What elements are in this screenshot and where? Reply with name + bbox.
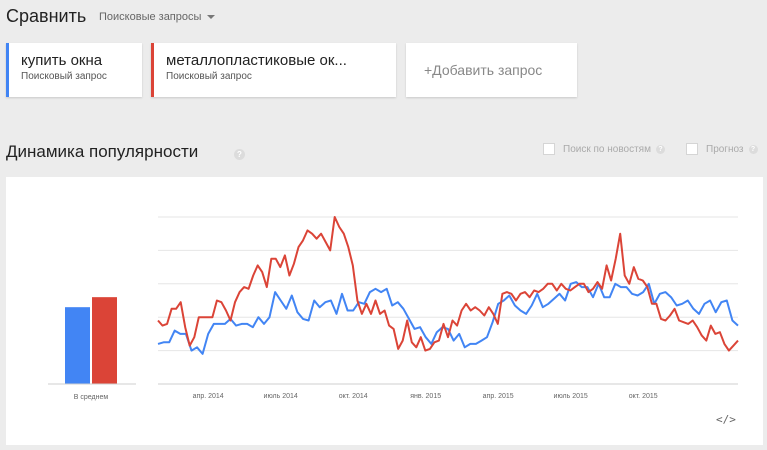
average-bar <box>65 307 90 384</box>
x-tick-label: янв. 2015 <box>410 393 441 400</box>
x-tick-label: окт. 2015 <box>629 393 658 400</box>
forecast-option[interactable]: Прогноз ? <box>686 143 758 155</box>
x-tick-label: апр. 2014 <box>193 393 224 400</box>
dropdown-label: Поисковые запросы <box>99 11 202 23</box>
section-title: Динамика популярности <box>6 142 199 161</box>
help-icon[interactable]: ? <box>234 149 245 160</box>
forecast-option-label: Прогноз <box>706 143 744 155</box>
compare-title: Сравнить <box>6 6 87 26</box>
news-search-option[interactable]: Поиск по новостям ? <box>543 143 665 155</box>
term-color-bar <box>151 43 154 97</box>
x-tick-label: июль 2015 <box>554 393 588 400</box>
search-type-dropdown[interactable]: Поисковые запросы <box>99 11 216 23</box>
average-bar <box>92 297 117 384</box>
average-label: В среднем <box>74 394 109 401</box>
help-icon[interactable]: ? <box>655 144 665 154</box>
add-term-button[interactable]: +Добавить запрос <box>406 43 577 97</box>
series-line-1 <box>157 281 739 355</box>
news-checkbox[interactable] <box>543 143 555 155</box>
code-embed-icon[interactable]: </> <box>716 413 736 426</box>
term-type-label: Поисковый запрос <box>21 71 107 82</box>
series-line-2 <box>157 216 739 352</box>
caret-down-icon <box>207 15 216 19</box>
term-color-bar <box>6 43 9 97</box>
help-icon[interactable]: ? <box>748 144 758 154</box>
x-tick-label: апр. 2015 <box>483 393 514 400</box>
term-card-1[interactable]: купить окна Поисковый запрос <box>6 43 142 97</box>
forecast-checkbox[interactable] <box>686 143 698 155</box>
interest-chart: В среднем апр. 2014 июль 2014 окт. 2014 янв.… <box>48 216 739 401</box>
x-tick-label: июль 2014 <box>264 393 298 400</box>
term-type-label: Поисковый запрос <box>166 71 252 82</box>
term-label: купить окна <box>21 52 103 69</box>
x-tick-label: окт. 2014 <box>339 393 368 400</box>
chart-panel: В среднем апр. 2014 июль 2014 окт. 2014 янв.… <box>6 177 763 445</box>
term-label: металлопластиковые ок... <box>166 52 347 69</box>
news-option-label: Поиск по новостям <box>563 143 651 155</box>
term-card-2[interactable]: металлопластиковые ок... Поисковый запро… <box>151 43 396 97</box>
